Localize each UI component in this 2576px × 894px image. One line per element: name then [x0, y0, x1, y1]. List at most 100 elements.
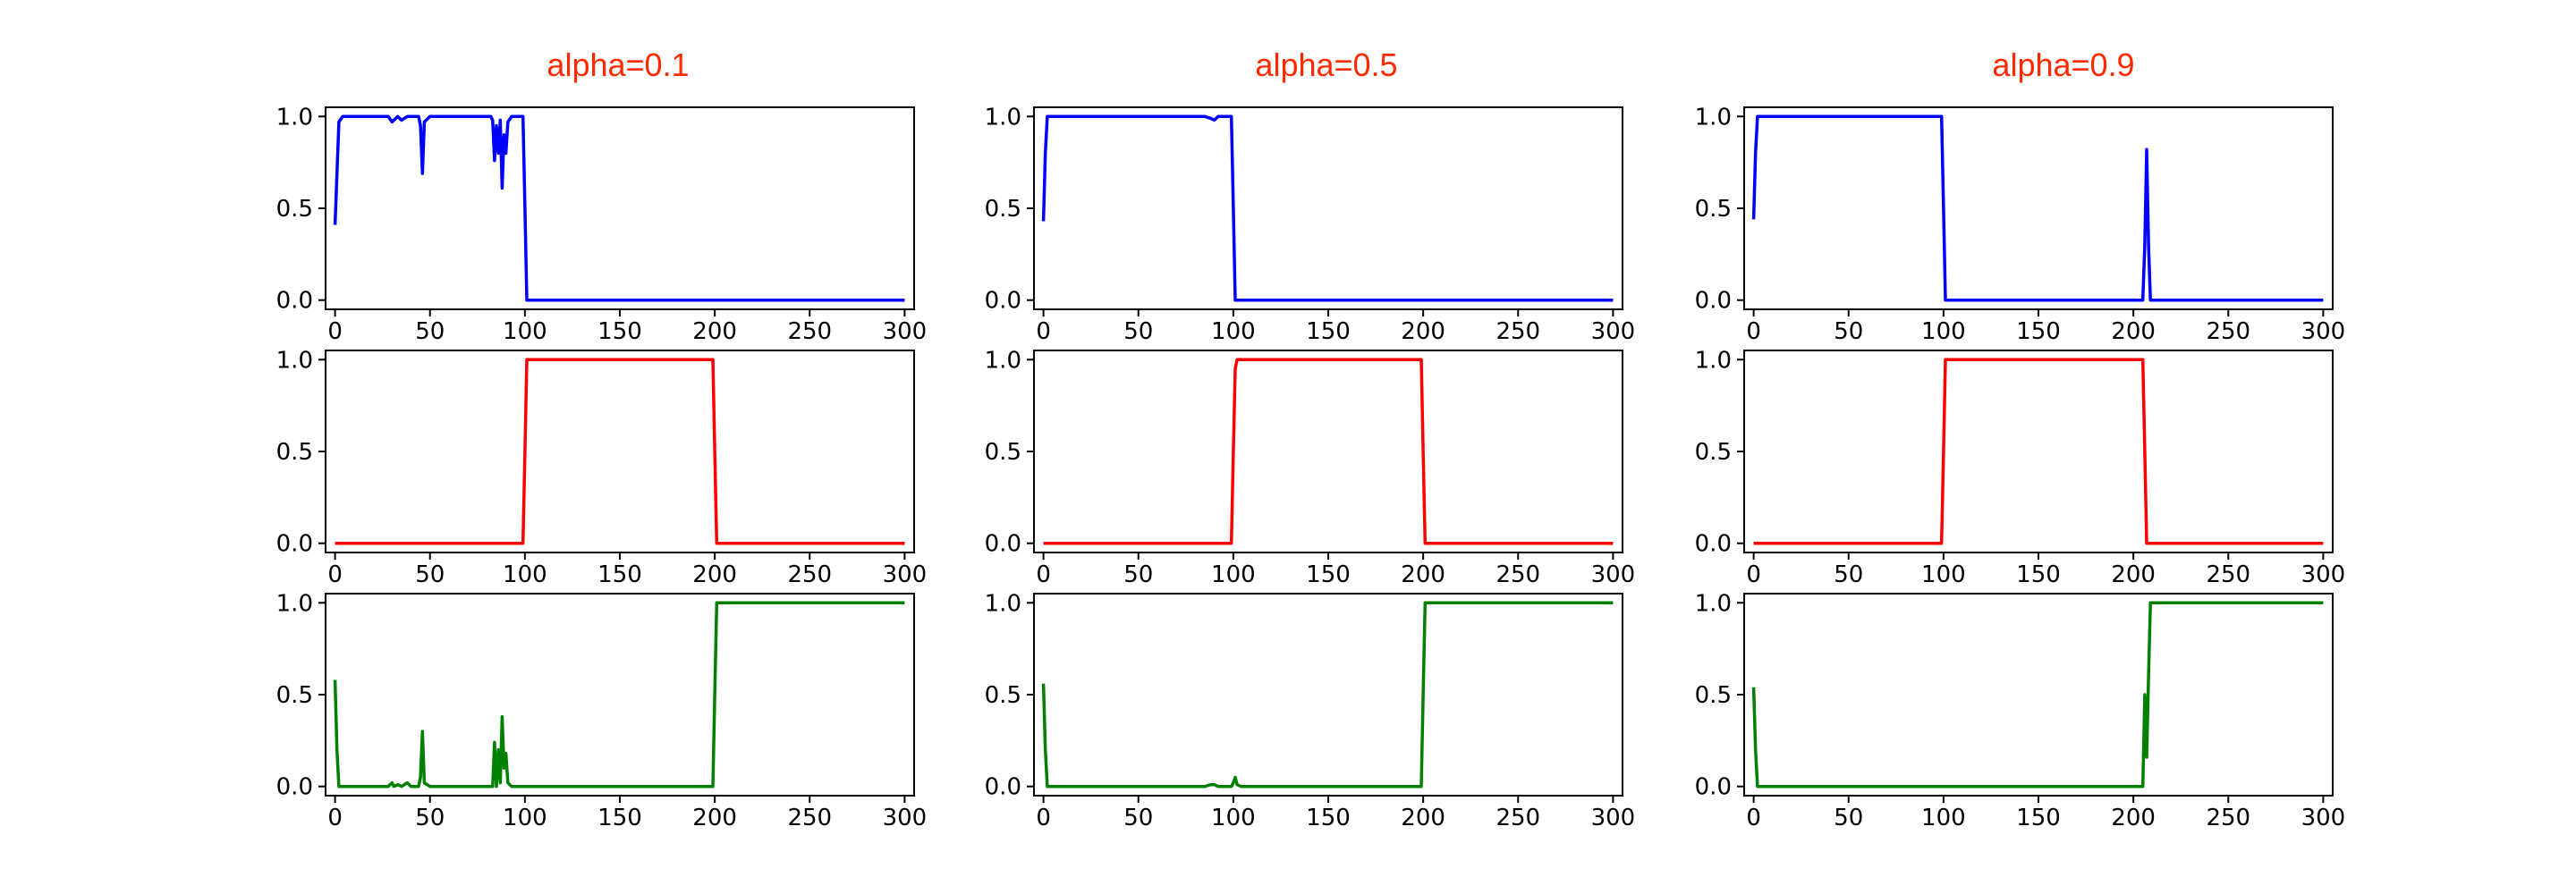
- x-tick-label: 200: [2111, 805, 2156, 831]
- x-tick-label: 300: [883, 318, 928, 345]
- y-tick-label: 0.5: [1695, 682, 1732, 709]
- x-tick-label: 0: [1036, 805, 1051, 831]
- y-tick-label: 1.0: [1695, 347, 1732, 374]
- x-tick-label: 200: [1401, 805, 1445, 831]
- x-tick-label: 0: [327, 318, 343, 345]
- y-tick-label: 0.0: [1695, 774, 1732, 801]
- axes-frame: [325, 350, 915, 553]
- x-tick-label: 200: [1401, 318, 1445, 345]
- x-tick-label: 0: [1036, 318, 1051, 345]
- panel-r3-c2: 0 50 100 150 200 250 300 0.0 0.5 1.0: [985, 590, 1636, 831]
- x-tick-label: 200: [1401, 561, 1445, 588]
- y-tick-label: 0.5: [1695, 439, 1732, 466]
- y-tick-label: 0.5: [276, 682, 313, 709]
- y-tick-label: 0.5: [985, 682, 1021, 709]
- x-tick-label: 250: [787, 561, 832, 588]
- y-tick-label: 1.0: [985, 104, 1021, 131]
- axes-frame: [1033, 593, 1623, 797]
- panel-r3-c1: 0 50 100 150 200 250 300 0.0 0.5 1.0: [276, 590, 928, 831]
- y-tick-label: 0.5: [276, 196, 313, 223]
- x-tick-label: 100: [1211, 561, 1256, 588]
- x-tick-label: 100: [503, 805, 547, 831]
- x-tick-label: 150: [2016, 805, 2061, 831]
- y-tick-label: 0.5: [276, 439, 313, 466]
- x-tick-label: 50: [415, 805, 445, 831]
- panel-r3-c3: 0 50 100 150 200 250 300 0.0 0.5 1.0: [1695, 590, 2346, 831]
- x-tick-label: 200: [2111, 318, 2156, 345]
- x-tick-label: 250: [2206, 805, 2250, 831]
- y-tick-label: 1.0: [276, 347, 313, 374]
- x-tick-label: 0: [1746, 805, 1761, 831]
- x-tick-label: 150: [597, 318, 642, 345]
- axes-frame: [325, 593, 915, 797]
- x-tick-label: 250: [2206, 318, 2250, 345]
- x-tick-label: 50: [1123, 805, 1153, 831]
- y-tick-label: 0.0: [276, 288, 313, 315]
- x-tick-label: 200: [2111, 561, 2156, 588]
- x-tick-label: 50: [1834, 561, 1863, 588]
- column-title-alpha-0-5: alpha=0.5: [1255, 46, 1397, 83]
- y-tick-label: 0.0: [1695, 288, 1732, 315]
- y-tick-label: 1.0: [1695, 104, 1732, 131]
- x-tick-label: 250: [787, 318, 832, 345]
- x-tick-label: 100: [1921, 318, 1966, 345]
- y-tick-label: 0.0: [985, 774, 1021, 801]
- y-tick-label: 0.0: [985, 288, 1021, 315]
- column-title-alpha-0-9: alpha=0.9: [1992, 46, 2134, 83]
- x-tick-label: 0: [327, 805, 343, 831]
- y-tick-label: 1.0: [985, 347, 1021, 374]
- axes-frame: [1743, 350, 2334, 553]
- y-tick-label: 0.0: [276, 774, 313, 801]
- x-tick-label: 50: [1834, 805, 1863, 831]
- x-tick-label: 100: [1921, 561, 1966, 588]
- y-tick-label: 0.0: [276, 531, 313, 558]
- x-tick-label: 200: [692, 561, 737, 588]
- x-tick-label: 0: [1036, 561, 1051, 588]
- x-tick-label: 250: [2206, 561, 2250, 588]
- axes-frame: [1743, 106, 2334, 310]
- x-tick-label: 200: [692, 805, 737, 831]
- series-line-blue: [1041, 114, 1614, 302]
- x-tick-label: 50: [415, 561, 445, 588]
- series-line-blue: [333, 114, 905, 302]
- series-line-green: [333, 601, 905, 789]
- panel-r1-c1: 0 50 100 150 200 250 300 0.0 0.5 1.0: [276, 104, 928, 345]
- x-tick-label: 0: [1746, 318, 1761, 345]
- y-tick-label: 0.5: [1695, 196, 1732, 223]
- x-tick-label: 0: [327, 561, 343, 588]
- x-tick-label: 100: [1211, 805, 1256, 831]
- column-title-alpha-0-1: alpha=0.1: [547, 46, 689, 83]
- x-tick-label: 300: [2301, 318, 2346, 345]
- x-tick-label: 300: [2301, 561, 2346, 588]
- axes-frame: [1033, 106, 1623, 310]
- x-tick-label: 0: [1746, 561, 1761, 588]
- x-tick-label: 50: [1123, 561, 1153, 588]
- x-tick-label: 50: [1834, 318, 1863, 345]
- x-tick-label: 100: [503, 318, 547, 345]
- x-tick-label: 300: [883, 805, 928, 831]
- series-line-red: [335, 358, 905, 545]
- x-tick-label: 300: [2301, 805, 2346, 831]
- panel-r1-c3: 0 50 100 150 200 250 300 0.0 0.5 1.0: [1695, 104, 2346, 345]
- y-tick-label: 0.0: [1695, 531, 1732, 558]
- x-tick-label: 150: [597, 561, 642, 588]
- y-tick-label: 0.0: [985, 531, 1021, 558]
- x-tick-label: 150: [1306, 318, 1351, 345]
- y-tick-label: 1.0: [1695, 590, 1732, 617]
- panel-r2-c1: 0 50 100 150 200 250 300 0.0 0.5 1.0: [276, 347, 928, 588]
- series-line-red: [1043, 358, 1614, 545]
- y-tick-label: 1.0: [985, 590, 1021, 617]
- y-tick-label: 0.5: [985, 439, 1021, 466]
- panel-r2-c3: 0 50 100 150 200 250 300 0.0 0.5 1.0: [1695, 347, 2346, 588]
- x-tick-label: 250: [1496, 561, 1540, 588]
- y-tick-label: 1.0: [276, 590, 313, 617]
- x-tick-label: 250: [787, 805, 832, 831]
- x-tick-label: 150: [1306, 561, 1351, 588]
- x-tick-label: 150: [597, 805, 642, 831]
- x-tick-label: 200: [692, 318, 737, 345]
- x-tick-label: 100: [1211, 318, 1256, 345]
- x-tick-label: 250: [1496, 318, 1540, 345]
- y-tick-label: 1.0: [276, 104, 313, 131]
- series-line-green: [1751, 601, 2324, 789]
